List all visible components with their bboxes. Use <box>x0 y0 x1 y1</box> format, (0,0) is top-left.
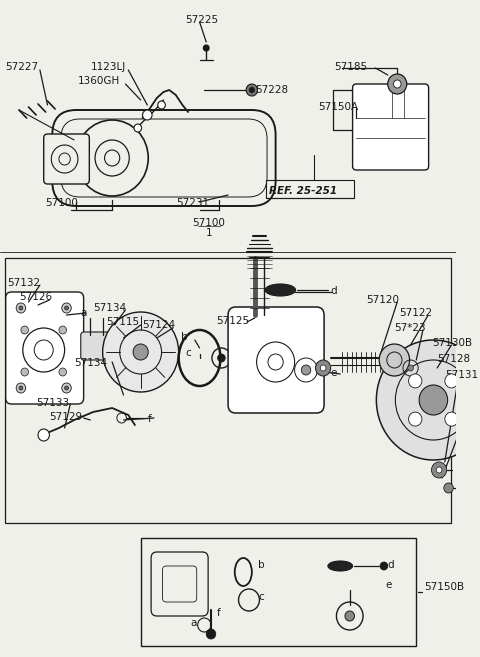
Text: 57130B: 57130B <box>432 338 472 348</box>
Circle shape <box>16 383 25 393</box>
Circle shape <box>250 87 254 93</box>
Text: 57120: 57120 <box>366 295 399 305</box>
Text: d: d <box>331 286 337 296</box>
Text: 57100: 57100 <box>192 218 226 228</box>
Circle shape <box>380 562 388 570</box>
Text: 57132: 57132 <box>8 278 41 288</box>
Circle shape <box>408 365 413 371</box>
Circle shape <box>217 354 225 362</box>
Circle shape <box>19 386 23 390</box>
Text: 57125: 57125 <box>216 316 250 326</box>
Circle shape <box>19 306 23 310</box>
Circle shape <box>444 483 453 493</box>
Circle shape <box>62 303 71 313</box>
Text: d: d <box>388 560 395 570</box>
Text: b: b <box>180 332 187 342</box>
Text: f: f <box>216 608 220 618</box>
Ellipse shape <box>328 561 353 571</box>
Text: 57225: 57225 <box>185 15 218 25</box>
Text: c: c <box>259 592 264 602</box>
Circle shape <box>16 303 25 313</box>
Circle shape <box>436 467 442 473</box>
Text: 57100: 57100 <box>46 198 79 208</box>
Circle shape <box>445 412 458 426</box>
Text: f: f <box>147 414 151 424</box>
Circle shape <box>103 312 179 392</box>
Circle shape <box>408 374 422 388</box>
Bar <box>266 180 354 198</box>
FancyBboxPatch shape <box>81 332 113 360</box>
Circle shape <box>59 326 67 334</box>
Ellipse shape <box>265 284 296 296</box>
FancyBboxPatch shape <box>353 84 429 170</box>
Circle shape <box>21 326 28 334</box>
Circle shape <box>432 462 447 478</box>
Text: 57126: 57126 <box>19 292 52 302</box>
Text: e: e <box>331 368 337 378</box>
Text: 1: 1 <box>206 228 212 238</box>
Circle shape <box>388 74 407 94</box>
Text: 57133: 57133 <box>36 398 69 408</box>
Circle shape <box>62 383 71 393</box>
Circle shape <box>65 386 69 390</box>
FancyBboxPatch shape <box>6 292 84 404</box>
Text: c: c <box>185 348 191 358</box>
Circle shape <box>143 110 152 120</box>
Circle shape <box>206 629 216 639</box>
Text: b: b <box>259 560 265 570</box>
Text: 57122: 57122 <box>399 308 432 318</box>
Text: 57227: 57227 <box>5 62 38 72</box>
Circle shape <box>445 374 458 388</box>
Text: 57185: 57185 <box>335 62 368 72</box>
Text: a: a <box>81 308 87 318</box>
Text: a: a <box>190 618 196 628</box>
Text: 57228: 57228 <box>255 85 288 95</box>
Text: 57128: 57128 <box>437 354 470 364</box>
Circle shape <box>133 344 148 360</box>
Text: 57150A: 57150A <box>318 102 359 112</box>
Text: 1360GH: 1360GH <box>78 76 120 86</box>
FancyBboxPatch shape <box>61 119 267 197</box>
Text: REF. 25-251: REF. 25-251 <box>269 186 337 196</box>
Text: 57124: 57124 <box>143 320 176 330</box>
Circle shape <box>419 385 448 415</box>
Circle shape <box>394 80 401 88</box>
Circle shape <box>65 306 69 310</box>
Circle shape <box>301 365 311 375</box>
Circle shape <box>376 340 480 460</box>
Circle shape <box>134 124 142 132</box>
Circle shape <box>345 611 355 621</box>
Circle shape <box>408 412 422 426</box>
Circle shape <box>38 429 49 441</box>
Text: 57134: 57134 <box>93 303 126 313</box>
Text: 57134: 57134 <box>74 358 107 368</box>
Circle shape <box>21 368 28 376</box>
Text: 57129: 57129 <box>49 412 83 422</box>
FancyBboxPatch shape <box>228 307 324 413</box>
Text: 57150B: 57150B <box>424 582 464 592</box>
FancyBboxPatch shape <box>163 566 197 602</box>
Bar <box>5 258 451 523</box>
Circle shape <box>158 101 166 109</box>
Text: e: e <box>385 580 391 590</box>
Text: 57131: 57131 <box>445 370 478 380</box>
Circle shape <box>59 368 67 376</box>
Circle shape <box>246 84 258 96</box>
Circle shape <box>315 360 331 376</box>
Text: 57231: 57231 <box>176 198 209 208</box>
Circle shape <box>204 45 209 51</box>
Text: 57115: 57115 <box>107 317 140 327</box>
Text: 57*23: 57*23 <box>395 323 426 333</box>
Bar <box>141 538 416 646</box>
Circle shape <box>379 344 409 376</box>
Text: 1123LJ: 1123LJ <box>91 62 127 72</box>
Circle shape <box>320 365 326 371</box>
FancyBboxPatch shape <box>44 134 89 184</box>
